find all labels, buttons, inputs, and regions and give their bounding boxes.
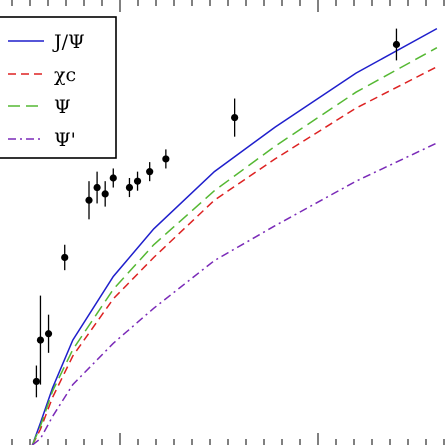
data-points	[32, 28, 401, 398]
data-point	[44, 330, 53, 338]
legend-label-psi: Ψ	[54, 96, 71, 118]
curves	[31, 27, 438, 445]
data-point	[61, 253, 69, 262]
series-line-2	[31, 47, 438, 445]
legend-label-chic: χc	[54, 64, 76, 86]
data-point	[133, 177, 142, 185]
legend: J/Ψ χc Ψ Ψ'	[0, 16, 117, 159]
series-line-3	[31, 142, 438, 445]
data-point	[231, 114, 239, 122]
data-point	[32, 377, 41, 386]
data-point	[109, 174, 117, 182]
data-point	[146, 168, 154, 176]
legend-label-jpsi: J/Ψ	[52, 31, 85, 53]
data-point	[36, 336, 45, 344]
series-line-0	[31, 27, 438, 445]
data-point	[125, 183, 134, 192]
data-point	[85, 196, 93, 204]
legend-label-psiprime: Ψ'	[54, 129, 76, 151]
data-point	[162, 155, 170, 163]
axis-ticks	[11, 0, 445, 445]
series-line-1	[31, 66, 438, 445]
data-point	[101, 190, 109, 198]
data-point	[93, 183, 101, 192]
data-point	[392, 40, 401, 49]
